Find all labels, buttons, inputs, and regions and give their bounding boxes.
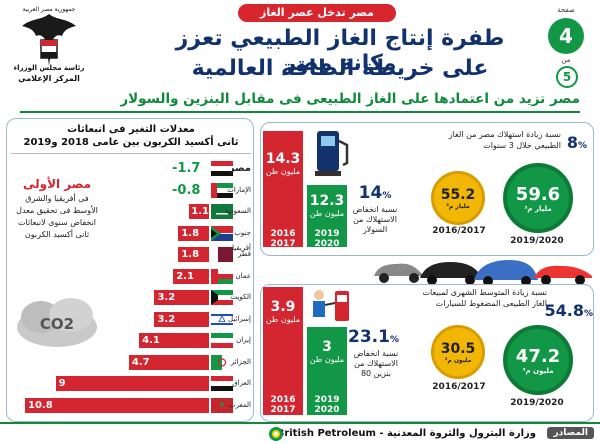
co2-bar-algeria: 4.7 (128, 354, 209, 370)
co2-chart-title-1: معدلات التغير فى انبعاثات (67, 124, 195, 135)
co2-label: CO2 (39, 315, 75, 333)
bp-logo-icon (269, 427, 283, 441)
cng-green-year: 2019/2020 (510, 398, 564, 408)
co2-bar-morocco: 10.8 (25, 397, 209, 413)
gasoline-2019-bar: 3 مليون طن (307, 327, 347, 415)
source-text: وزارة البترول والثروة المعدنية - British… (276, 428, 536, 439)
country-label: الكويت (230, 293, 251, 301)
flag-israel-icon (211, 311, 233, 327)
egypt-first-title: مصر الأولى (22, 177, 92, 191)
flag-iran-icon (211, 333, 233, 348)
page-total: 5 (556, 66, 578, 88)
country-label: السعودية (224, 207, 251, 215)
main-title-line1: طفرة إنتاج الغاز الطبيعي تعزز مكانة مصر (175, 26, 505, 76)
gas-yellow-year: 2016/2017 (432, 226, 486, 236)
country-label: العراق (232, 379, 251, 387)
fuel-attendant-icon (313, 290, 349, 321)
co2-bar-qatar: 1.8 (178, 247, 209, 262)
logo-text-1: جمهورية مصر العربية (22, 6, 76, 13)
co2-bar-kuwait: 3.2 (154, 290, 209, 305)
co2-bar-israel: 3.2 (154, 311, 209, 327)
subtitle: مصر تزيد من اعتمادها على الغاز الطبيعى ف… (120, 91, 580, 107)
diesel-2016-bar: 14.3 مليون طن (263, 131, 303, 247)
divider (11, 153, 251, 154)
co2-bar-uae: 0.8- (172, 182, 201, 198)
gasoline-decrease-pct: 23.1% (348, 327, 399, 347)
logo-text-2: رئاسة مجلس الوزراء (13, 64, 85, 72)
co2-panel: معدلات التغير فى انبعاثات ثانى أكسيد الك… (6, 118, 254, 422)
flag-za-icon (211, 225, 233, 241)
page-indicator: صفحة 4 من 5 (538, 6, 594, 92)
fuel-pump-icon (315, 131, 349, 176)
diesel-2016-year: 2016 2017 (270, 229, 296, 249)
country-label: إسرائيل (228, 314, 251, 323)
country-label: المغرب (229, 400, 251, 409)
cng-sales-pct: 54.8% (544, 301, 593, 320)
co2-bar-iran: 4.1 (139, 333, 209, 348)
flag-egypt-icon (211, 161, 233, 176)
cars-illustration (374, 260, 592, 286)
footer: المصادر وزارة البترول والثروة المعدنية -… (0, 422, 600, 444)
gas-consumption-text: نسبة زيادة استهلاك مصر من الغاز الطبيعي … (448, 130, 561, 150)
eagle-icon (22, 14, 76, 66)
country-label: مصر (228, 163, 251, 174)
diesel-2019-bar: 12.3 مليون طن (307, 185, 347, 247)
flag-ksa-icon (211, 204, 233, 219)
country-label: الجزائر (230, 357, 251, 366)
co2-chart-title-2: ثانى أكسيد الكربون بين عامى 2018 و2019 (23, 137, 239, 148)
country-label: عمان (235, 271, 252, 280)
gasoline-2016-bar: 3.9 مليون طن (263, 287, 303, 415)
natural-gas-panel: نسبة زيادة استهلاك مصر من الغاز الطبيعي … (260, 122, 594, 256)
country-label: إيران (236, 336, 251, 344)
source-label: المصادر (547, 427, 594, 439)
cng-panel: نسبة زيادة المتوسط الشهرى لمبيعات الغاز … (260, 284, 594, 422)
gasoline-2016-year: 2016 2017 (270, 395, 296, 415)
flag-oman-icon (211, 268, 233, 284)
co2-bar-oman: 2.1 (173, 268, 209, 284)
flag-algeria-icon (211, 354, 233, 370)
co2-bar-za: 1.8 (178, 225, 209, 241)
page-of-label: من (561, 56, 571, 64)
gas-green-year: 2019/2020 (510, 236, 564, 246)
egypt-first-body: فى أفريقيا والشرق الأوسط فى تحقيق معدل ا… (16, 194, 98, 239)
flag-morocco-icon (211, 397, 233, 413)
country-label: قطر (238, 250, 251, 258)
cng-yellow-circle: 30.5 مليون م³ (431, 325, 485, 379)
subtitle-underline (20, 111, 580, 113)
cloud-icon (17, 298, 97, 347)
co2-bar-egypt: 1.7- (172, 161, 201, 176)
diesel-2019-year: 2019 2020 (314, 229, 340, 249)
main-title-line2: على خريطة الطاقة العالمية (191, 56, 489, 81)
top-banner: مصر تدخل عصر الغاز الطبيعي (238, 4, 396, 37)
co2-cloud: CO2 (13, 295, 101, 351)
gas-consumption-pct: 8% (566, 133, 588, 152)
gas-yellow-circle: 55.2 مليار م³ (431, 171, 485, 225)
co2-bar-iraq: 9 (55, 376, 209, 391)
page-label: صفحة (557, 6, 575, 14)
logo-text-3: المركز الإعلامي (18, 74, 80, 83)
gasoline-decrease-text: نسبة انخفاض الاستهلاك من بنزين 80 (353, 349, 399, 378)
page-current: 4 (548, 18, 584, 54)
diesel-decrease-pct: 14% (358, 183, 392, 203)
country-label: الإمارات (227, 185, 251, 194)
flag-kuwait-icon (211, 290, 233, 305)
flag-iraq-icon (211, 376, 233, 391)
gasoline-2019-year: 2019 2020 (314, 395, 340, 415)
diesel-decrease-text: نسبة انخفاض الاستهلاك من السولار (352, 205, 398, 234)
co2-bar-ksa: 1.1 (189, 204, 209, 219)
flag-uae-icon (211, 182, 233, 198)
cng-sales-text: نسبة زيادة المتوسط الشهرى لمبيعات الغاز … (422, 288, 547, 308)
flag-qatar-icon (211, 247, 233, 262)
cng-yellow-year: 2016/2017 (432, 382, 486, 392)
gas-green-circle: 59.6 مليار م³ (503, 163, 573, 233)
car-icon (374, 263, 424, 283)
cabinet-logo: جمهورية مصر العربية رئاسة مجلس الوزراء ا… (6, 6, 92, 86)
country-label: جنوب أفريقيا (232, 228, 251, 252)
cng-green-circle: 47.2 مليون م³ (503, 325, 573, 395)
